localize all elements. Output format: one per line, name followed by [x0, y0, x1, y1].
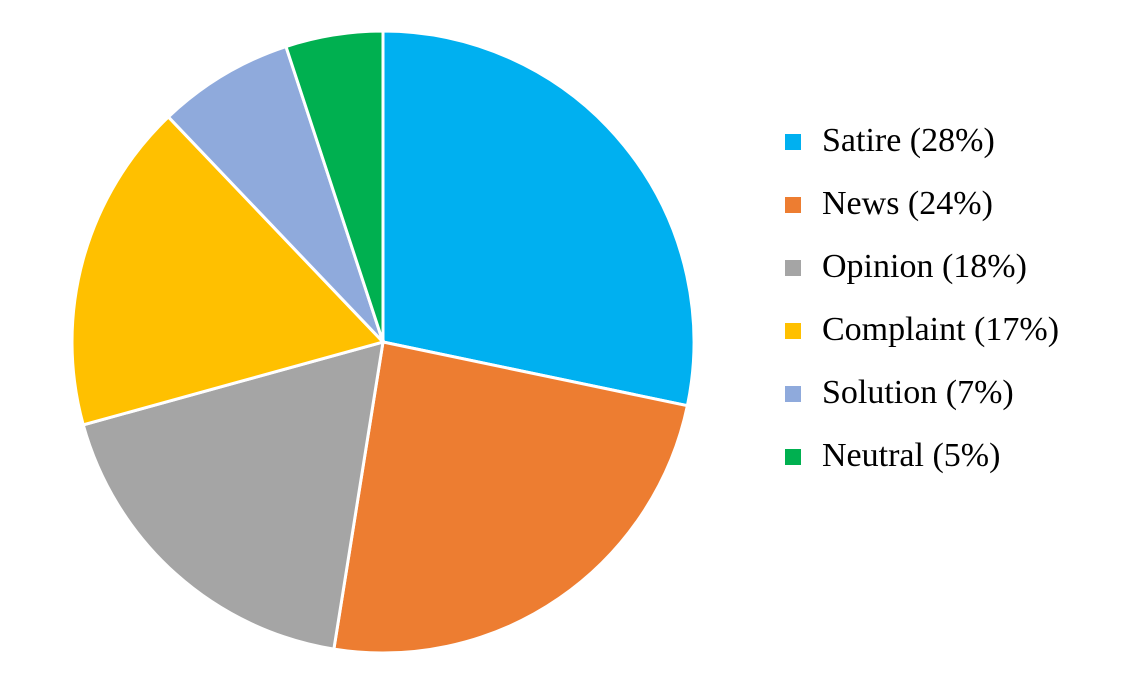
legend-swatch	[785, 197, 801, 213]
legend-swatch	[785, 449, 801, 465]
legend-label: Solution (7%)	[822, 374, 1014, 411]
pie-slice	[70, 114, 386, 427]
legend-label: Satire (28%)	[822, 122, 995, 159]
pie-slice	[166, 44, 385, 344]
pie-slice	[381, 29, 696, 408]
legend-label: News (24%)	[822, 185, 993, 222]
legend-swatch	[785, 260, 801, 276]
legend-swatch	[785, 134, 801, 150]
legend-label: Opinion (18%)	[822, 248, 1027, 285]
pie-slice	[332, 340, 690, 655]
pie-slice	[284, 29, 385, 343]
legend-swatch	[785, 386, 801, 402]
legend-label: Neutral (5%)	[822, 437, 1000, 474]
legend-label: Complaint (17%)	[822, 311, 1059, 348]
pie-slice	[81, 339, 385, 651]
legend-swatch	[785, 323, 801, 339]
